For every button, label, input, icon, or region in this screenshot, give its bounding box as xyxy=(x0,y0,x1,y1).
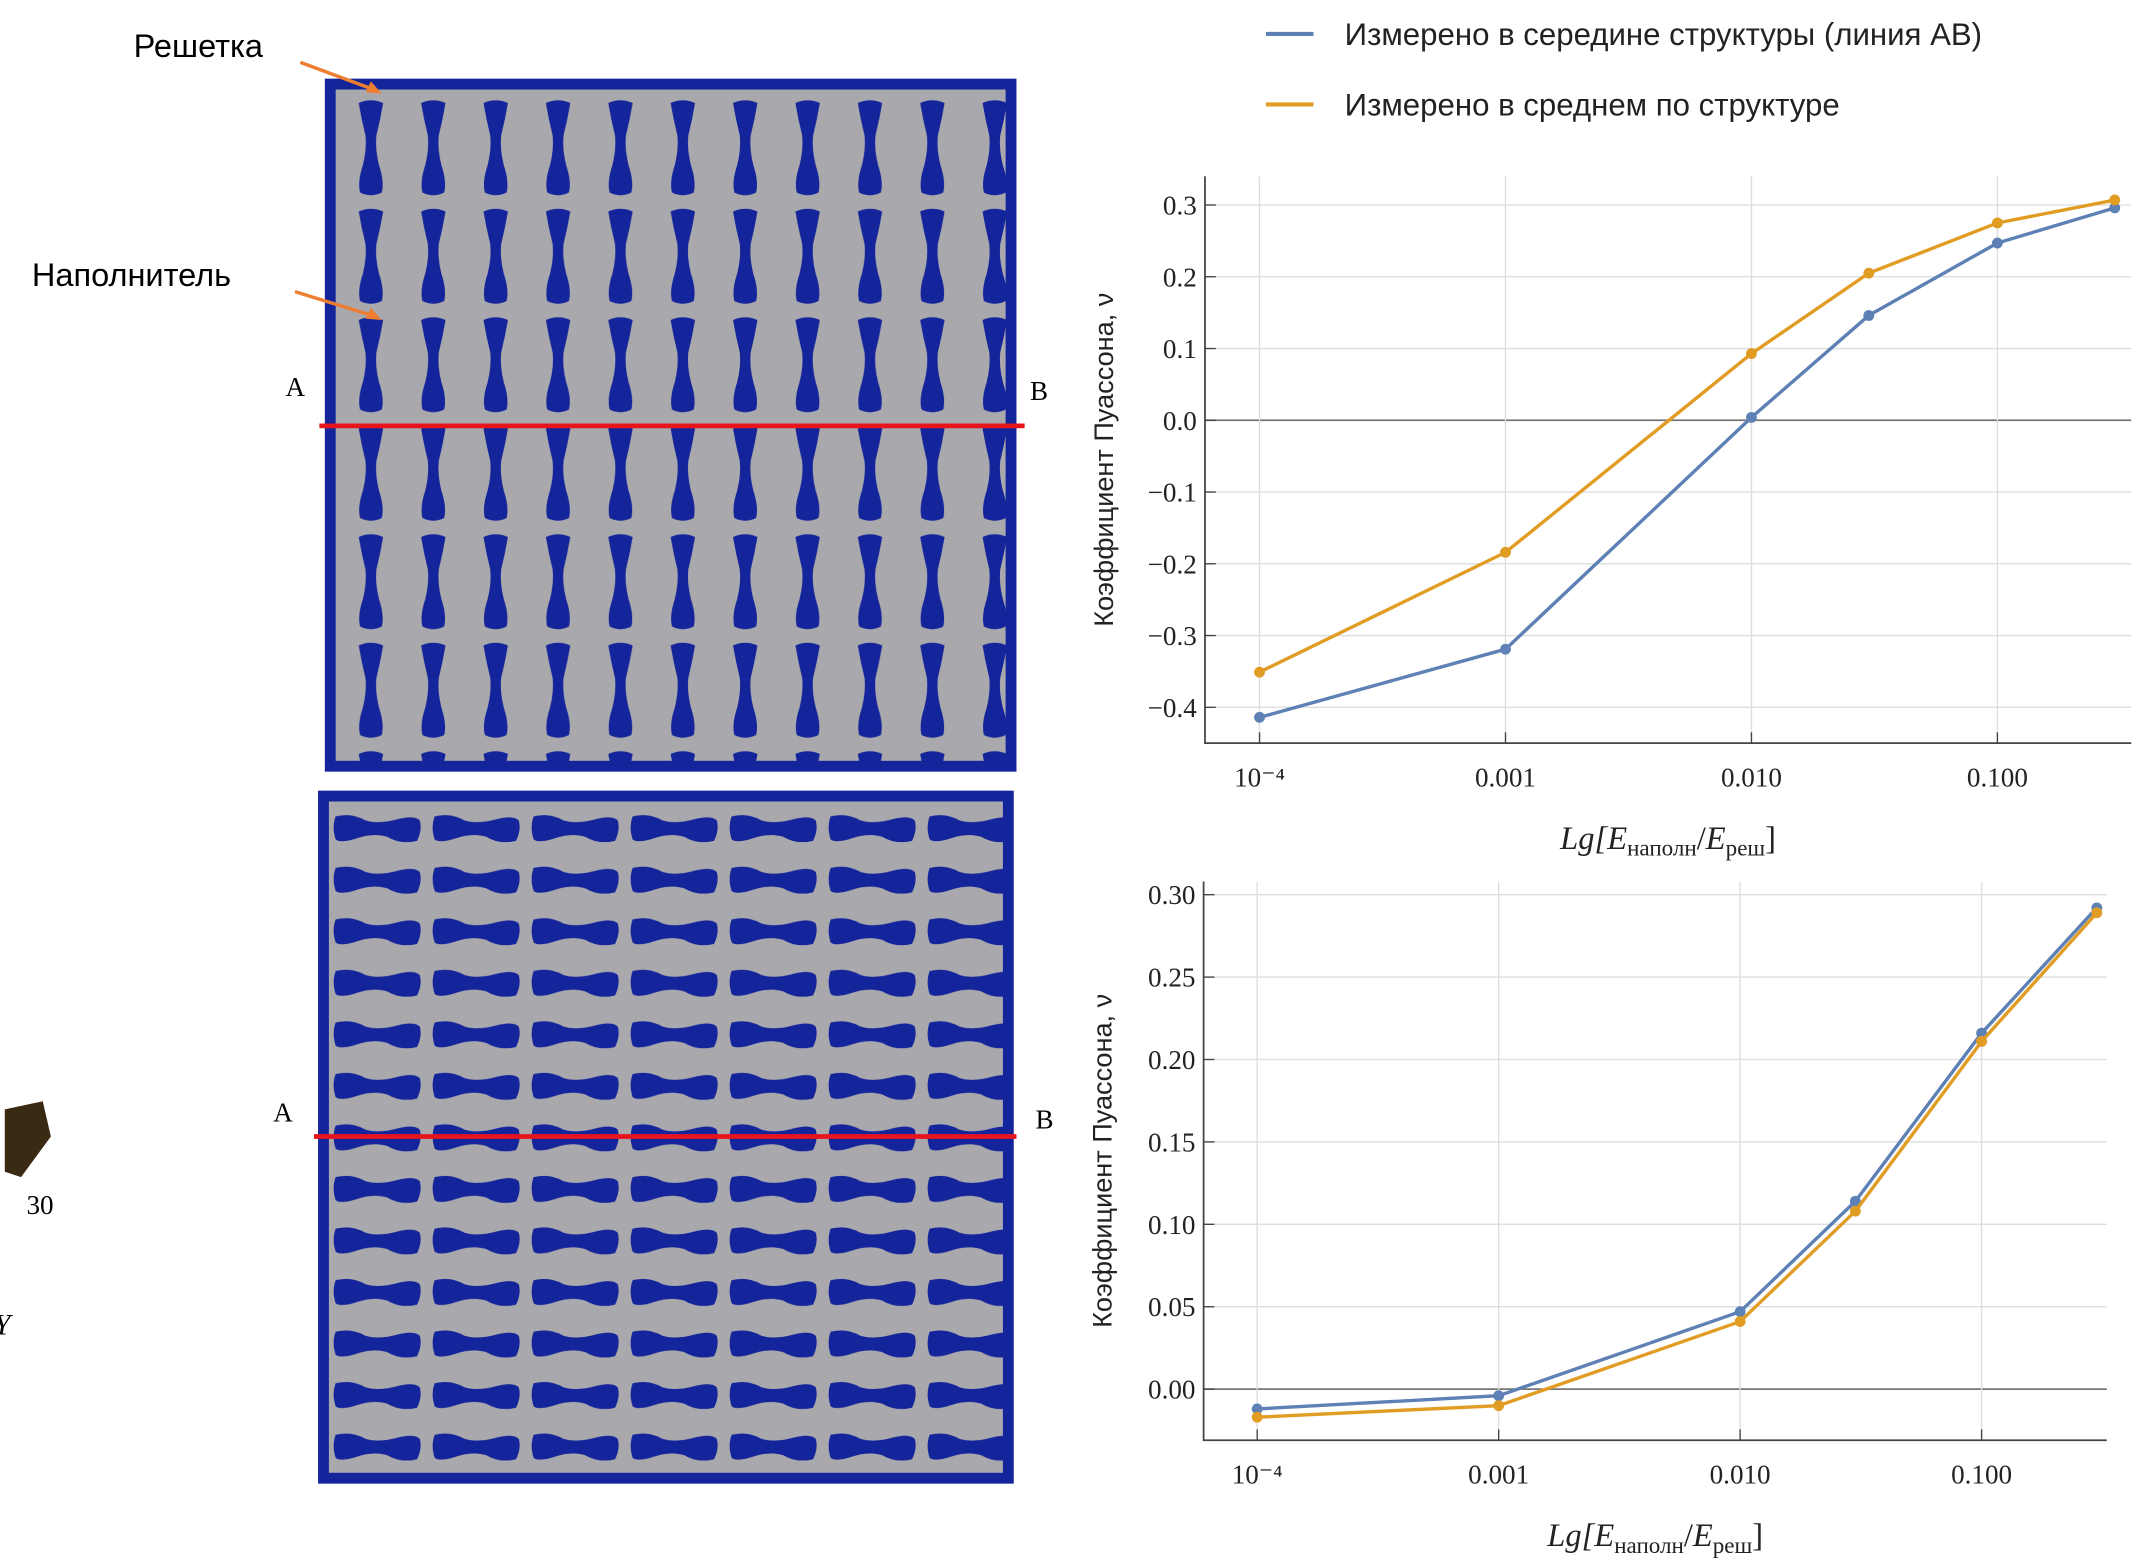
x-axis-label-part: Lg[ xyxy=(1559,821,1608,857)
x-tick-label: 0.010 xyxy=(1721,763,1782,793)
y-tick-label: 0.15 xyxy=(1148,1127,1195,1157)
data-point xyxy=(1849,1195,1861,1207)
data-point xyxy=(1991,237,2003,249)
data-point xyxy=(1746,411,1757,423)
series-line xyxy=(1258,198,2116,674)
plot-frame xyxy=(1204,176,2132,745)
x-axis-label-part: реш xyxy=(1726,835,1766,861)
x-axis-label-part: наполн xyxy=(1627,835,1697,861)
y-tick-label: 0.1 xyxy=(1163,334,1197,364)
data-point xyxy=(2091,907,2103,919)
y-axis-label: Коэффициент Пуассона, ν xyxy=(1086,994,1117,1328)
data-point xyxy=(1976,1035,1988,1047)
x-axis-label-part: / xyxy=(1684,1518,1694,1554)
data-point xyxy=(1500,546,1511,558)
data-point xyxy=(1976,1027,1988,1039)
plot-frame xyxy=(1202,881,2107,1442)
x-axis-label-part: E xyxy=(1692,1518,1713,1554)
x-axis-label-part: ] xyxy=(1752,1518,1763,1554)
x-tick-label: 10⁻⁴ xyxy=(1232,1460,1283,1490)
annotation: Решетка xyxy=(134,28,264,64)
x-axis-label-part: реш xyxy=(1713,1532,1753,1558)
x-tick-label: 0.001 xyxy=(1468,1460,1529,1490)
annotation: Наполнитель xyxy=(32,257,231,293)
x-axis-label-part: E xyxy=(1606,821,1627,857)
y-axis-label: Коэффициент Пуассона, ν xyxy=(1088,293,1119,627)
y-tick-label: 0.0 xyxy=(1163,406,1197,436)
y-tick-label: 0.3 xyxy=(1163,190,1197,220)
x-axis-label-part: E xyxy=(1705,821,1726,857)
data-point xyxy=(2109,202,2121,214)
legend-label: Измерено в середине структуры (линия AB) xyxy=(1345,17,1982,52)
data-point xyxy=(1254,711,1265,723)
series-line xyxy=(1257,911,2099,1419)
annotation: 30 xyxy=(26,1190,53,1220)
data-point xyxy=(1251,1411,1263,1423)
arrowhead xyxy=(365,81,382,94)
series-line xyxy=(1259,206,2116,720)
annotation-arrow xyxy=(299,60,375,92)
data-point xyxy=(1746,348,1757,359)
data-point xyxy=(1734,1316,1746,1327)
x-axis-label-part: E xyxy=(1593,1518,1614,1554)
x-axis-label-part: наполн xyxy=(1614,1532,1684,1558)
x-tick-label: 0.100 xyxy=(1951,1460,2012,1490)
annotation: Y xyxy=(0,1308,14,1341)
y-tick-label: 0.10 xyxy=(1148,1210,1195,1240)
x-axis-label-part: / xyxy=(1697,821,1707,857)
y-tick-label: 0.25 xyxy=(1148,963,1195,993)
x-axis-label: Lg[Eнаполн/Eреш] xyxy=(1559,821,1776,861)
series-line xyxy=(1257,906,2099,1411)
annotation-arrow xyxy=(294,289,375,318)
arrowhead xyxy=(365,307,382,321)
data-point xyxy=(1500,643,1511,655)
point-label: B xyxy=(1030,376,1048,406)
cube-fragment xyxy=(4,1101,51,1178)
point-label: A xyxy=(273,1098,293,1128)
x-tick-label: 0.001 xyxy=(1475,763,1536,793)
data-point xyxy=(1251,1403,1263,1415)
x-axis-label-part: ] xyxy=(1765,821,1776,857)
data-point xyxy=(2109,194,2121,206)
y-tick-label: 0.20 xyxy=(1148,1045,1195,1075)
point-label: B xyxy=(1035,1104,1053,1134)
x-tick-label: 0.100 xyxy=(1967,763,2028,793)
y-tick-label: −0.3 xyxy=(1148,621,1197,651)
data-point xyxy=(1254,666,1265,678)
y-tick-label: −0.2 xyxy=(1148,549,1197,579)
data-point xyxy=(1863,310,1875,321)
data-point xyxy=(1863,267,1875,279)
data-point xyxy=(1991,217,2003,229)
data-point xyxy=(1493,1400,1505,1412)
x-axis-label-part: Lg[ xyxy=(1546,1518,1595,1554)
legend-label: Измерено в среднем по структуре xyxy=(1345,87,1840,122)
x-tick-label: 0.010 xyxy=(1710,1460,1771,1490)
y-tick-label: −0.4 xyxy=(1148,693,1198,723)
data-point xyxy=(1849,1205,1861,1217)
data-point xyxy=(1734,1306,1746,1318)
x-axis-label: Lg[Eнаполн/Eреш] xyxy=(1546,1518,1763,1558)
x-tick-label: 10⁻⁴ xyxy=(1234,763,1285,793)
y-tick-label: 0.30 xyxy=(1148,880,1195,910)
y-tick-label: 0.2 xyxy=(1163,262,1197,292)
y-tick-label: −0.1 xyxy=(1148,478,1197,508)
data-point xyxy=(1493,1390,1505,1402)
y-tick-label: 0.00 xyxy=(1148,1375,1195,1405)
point-label: A xyxy=(286,372,306,402)
y-tick-label: 0.05 xyxy=(1148,1292,1195,1322)
